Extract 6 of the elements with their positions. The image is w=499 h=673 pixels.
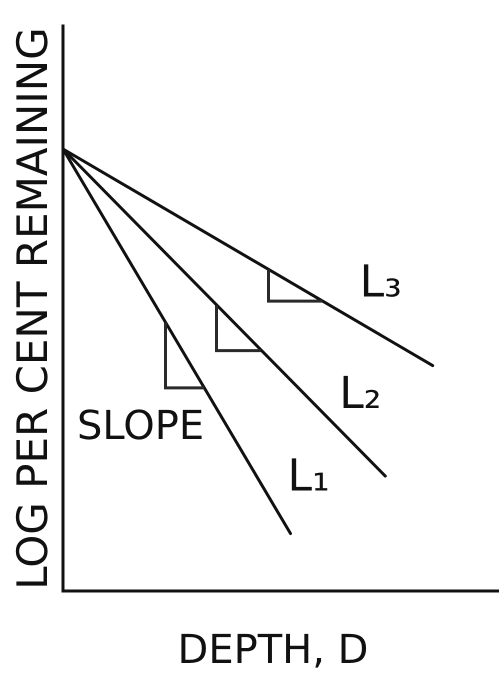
series-label: L₂ xyxy=(339,368,382,420)
series-label: L₁ xyxy=(287,450,330,502)
x-axis-title: DEPTH, D xyxy=(178,627,368,673)
y-axis-title: LOG PER CENT REMAINING xyxy=(8,27,57,590)
annotation: SLOPE xyxy=(77,403,204,449)
series-label: L₃ xyxy=(360,256,402,308)
